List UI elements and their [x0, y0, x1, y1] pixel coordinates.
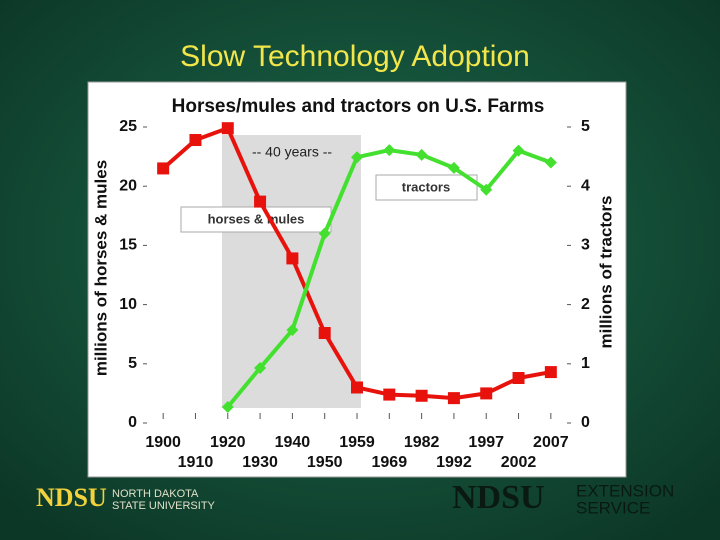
x-tick-label: 1930: [242, 454, 278, 471]
logo-left: NDSU: [36, 483, 107, 512]
marker: [383, 144, 396, 157]
marker: [544, 366, 557, 379]
x-tick-label: 1992: [436, 454, 472, 471]
x-tick-label: 1910: [178, 454, 214, 471]
marker: [544, 156, 557, 169]
y2-tick-label: 2: [581, 296, 590, 313]
x-tick-label: 1920: [210, 434, 246, 451]
x-tick-label: 1950: [307, 454, 343, 471]
marker: [351, 381, 363, 394]
x-tick-label: 2007: [533, 434, 569, 451]
logo-left-text: STATE UNIVERSITY: [112, 500, 216, 512]
x-tick-label: 1982: [404, 434, 440, 451]
highlight-region: [222, 135, 361, 408]
marker: [415, 389, 428, 402]
slide-title: Slow Technology Adoption: [180, 40, 530, 73]
x-tick-label: 1969: [372, 454, 408, 471]
marker: [447, 392, 460, 405]
logo-left-text: NORTH DAKOTA: [112, 488, 199, 500]
x-tick-label: 1997: [468, 434, 504, 451]
y2-axis-label: millions of tractors: [596, 195, 615, 348]
marker: [351, 151, 363, 164]
marker: [318, 327, 331, 340]
legend-label: tractors: [402, 179, 450, 194]
marker: [480, 387, 493, 400]
x-tick-label: 1900: [145, 434, 181, 451]
y-axis-label: millions of horses & mules: [91, 160, 110, 376]
marker: [286, 252, 299, 265]
legend-label: horses & mules: [208, 211, 305, 226]
y-tick-label: 10: [119, 296, 137, 313]
x-tick-label: 1959: [339, 434, 375, 451]
marker: [221, 401, 234, 414]
y-tick-label: 0: [128, 414, 137, 431]
y2-tick-label: 4: [581, 177, 590, 194]
legend-box: [180, 206, 332, 233]
logo-right: NDSU: [452, 479, 545, 516]
marker: [286, 324, 299, 337]
plot: 0 5 10 15 20 25 0 1 2 3 4 5 1900 1910 1920 1930 1940 1950…: [119, 118, 590, 471]
x-tick-label: 2002: [501, 454, 537, 471]
annotation: -- 40 years --: [252, 144, 332, 160]
marker: [254, 361, 267, 374]
logo-right-text: SERVICE: [576, 498, 650, 517]
x-tick-label: 1940: [275, 434, 311, 451]
marker: [512, 372, 525, 385]
marker: [221, 122, 234, 135]
marker: [318, 227, 331, 240]
marker: [480, 183, 493, 196]
marker: [254, 195, 267, 208]
y-tick-label: 15: [119, 237, 137, 254]
y-tick-label: 5: [128, 355, 137, 372]
marker: [189, 134, 202, 147]
marker: [415, 148, 428, 161]
y-tick-label: 20: [119, 177, 137, 194]
y2-tick-label: 5: [581, 118, 590, 135]
legend-box: [375, 174, 478, 201]
y2-tick-label: 1: [581, 355, 590, 372]
marker: [447, 161, 460, 174]
y2-tick-label: 0: [581, 414, 590, 431]
logo-right-text: EXTENSION: [576, 481, 674, 500]
y-tick-label: 25: [119, 118, 137, 135]
marker: [157, 162, 170, 175]
marker: [383, 388, 396, 401]
y2-tick-label: 3: [581, 237, 590, 254]
chart-title: Horses/mules and tractors on U.S. Farms: [172, 96, 545, 117]
marker: [512, 144, 525, 157]
